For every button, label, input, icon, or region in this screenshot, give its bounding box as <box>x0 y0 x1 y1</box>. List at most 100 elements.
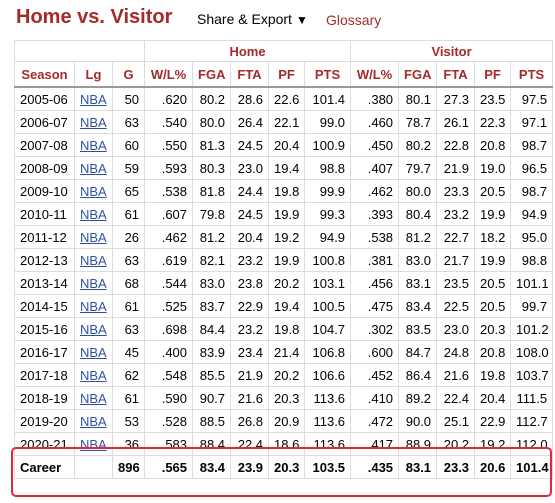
stat-cell: 20.5 <box>474 179 512 203</box>
stat-cell: 60 <box>111 133 146 157</box>
league-cell <box>74 455 113 479</box>
stat-cell: 88.5 <box>192 409 232 433</box>
glossary-link[interactable]: Glossary <box>326 12 382 28</box>
season-cell: 2019-20 <box>14 409 75 433</box>
column-header[interactable]: FTA <box>230 61 270 88</box>
stat-cell: 22.9 <box>474 409 512 433</box>
stat-cell: 26.4 <box>230 110 270 134</box>
league-cell: NBA <box>74 202 113 226</box>
league-link[interactable]: NBA <box>80 275 107 291</box>
league-link[interactable]: NBA <box>80 183 107 199</box>
home-vs-visitor-table: Home Visitor Season Lg G W/L% FGA FTA PF PTS W/L… <box>13 40 554 479</box>
column-header[interactable]: W/L% <box>144 61 194 88</box>
stat-cell: .540 <box>144 110 194 134</box>
stat-cell: 19.2 <box>268 225 306 249</box>
column-header[interactable]: FGA <box>398 61 438 88</box>
stat-cell: 94.9 <box>510 202 554 226</box>
stat-cell: 63 <box>111 110 146 134</box>
stat-cell: 108.0 <box>510 340 554 364</box>
league-link[interactable]: NBA <box>80 344 107 360</box>
league-cell: NBA <box>74 340 113 364</box>
stat-cell: 21.9 <box>436 156 476 180</box>
stat-cell: 98.8 <box>510 248 554 272</box>
table-row: 2015-16 NBA 63.698 84.4 23.2 19.8 104.7.302 83.… <box>14 317 554 341</box>
stat-cell: 83.7 <box>192 294 232 318</box>
stat-cell: 22.1 <box>268 110 306 134</box>
stat-cell: 101.2 <box>510 317 554 341</box>
season-cell: 2014-15 <box>14 294 75 318</box>
stat-cell: .302 <box>350 317 400 341</box>
league-link[interactable]: NBA <box>80 413 107 429</box>
stat-cell: 23.3 <box>436 455 476 479</box>
stat-cell: 103.1 <box>304 271 352 295</box>
group-home: Home <box>144 40 352 62</box>
column-header[interactable]: G <box>111 61 146 88</box>
stat-cell: 20.8 <box>474 133 512 157</box>
stat-cell: 22.9 <box>230 294 270 318</box>
stat-cell: 20.5 <box>474 294 512 318</box>
stat-cell: 100.8 <box>304 248 352 272</box>
stat-cell: 81.2 <box>192 225 232 249</box>
stat-cell: 98.8 <box>304 156 352 180</box>
table-row: 2010-11 NBA 61.607 79.8 24.5 19.9 99.3.393 80.4… <box>14 202 554 226</box>
stat-cell: 83.1 <box>398 455 438 479</box>
league-link[interactable]: NBA <box>80 298 107 314</box>
stat-cell: 19.8 <box>268 179 306 203</box>
column-header[interactable]: PF <box>268 61 306 88</box>
league-link[interactable]: NBA <box>80 229 107 245</box>
group-spacer <box>13 40 146 62</box>
stat-cell: 90.0 <box>398 409 438 433</box>
league-link[interactable]: NBA <box>80 137 107 153</box>
league-link[interactable]: NBA <box>80 390 107 406</box>
stat-cell: 20.5 <box>474 271 512 295</box>
stat-cell: 19.2 <box>474 432 512 456</box>
league-link[interactable]: NBA <box>80 206 107 222</box>
stat-cell: .452 <box>350 363 400 387</box>
league-link[interactable]: NBA <box>80 252 107 268</box>
stat-cell: 61 <box>111 386 146 410</box>
league-cell: NBA <box>74 86 113 111</box>
stat-cell: 18.2 <box>474 225 512 249</box>
league-link[interactable]: NBA <box>80 436 107 452</box>
stat-cell: .565 <box>144 455 194 479</box>
stat-cell: 111.5 <box>510 386 554 410</box>
column-header[interactable]: PF <box>474 61 512 88</box>
league-link[interactable]: NBA <box>80 367 107 383</box>
stat-cell: .400 <box>144 340 194 364</box>
league-link[interactable]: NBA <box>80 321 107 337</box>
column-header[interactable]: FTA <box>436 61 476 88</box>
table-row: 2016-17 NBA 45.400 83.9 23.4 21.4 106.8.600 84.… <box>14 340 554 364</box>
stat-cell: 113.6 <box>304 409 352 433</box>
career-label: Career <box>14 455 75 479</box>
stat-cell: 26 <box>111 225 146 249</box>
stat-cell: 21.7 <box>436 248 476 272</box>
league-link[interactable]: NBA <box>80 114 107 130</box>
column-header[interactable]: Lg <box>74 61 113 88</box>
share-export-menu[interactable]: Share & Export ▼ <box>197 11 308 27</box>
league-cell: NBA <box>74 179 113 203</box>
stat-cell: 22.7 <box>436 225 476 249</box>
league-link[interactable]: NBA <box>80 91 107 107</box>
stat-cell: 83.0 <box>192 271 232 295</box>
league-link[interactable]: NBA <box>80 160 107 176</box>
stat-cell: 19.0 <box>474 156 512 180</box>
stat-cell: 79.7 <box>398 156 438 180</box>
stat-cell: .456 <box>350 271 400 295</box>
stat-cell: 86.4 <box>398 363 438 387</box>
column-header[interactable]: PTS <box>304 61 352 88</box>
stat-cell: 19.9 <box>268 202 306 226</box>
stat-cell: 23.2 <box>230 248 270 272</box>
stat-cell: 83.5 <box>398 317 438 341</box>
column-header[interactable]: FGA <box>192 61 232 88</box>
stat-cell: 23.0 <box>230 156 270 180</box>
column-header[interactable]: Season <box>14 61 75 88</box>
column-header[interactable]: PTS <box>510 61 554 88</box>
stat-cell: .393 <box>350 202 400 226</box>
column-header[interactable]: W/L% <box>350 61 400 88</box>
season-cell: 2009-10 <box>14 179 75 203</box>
table-row: 2008-09 NBA 59.593 80.3 23.0 19.4 98.8.407 79.7… <box>14 156 554 180</box>
stat-cell: 20.4 <box>268 133 306 157</box>
stat-cell: 24.4 <box>230 179 270 203</box>
table-row: 2018-19 NBA 61.590 90.7 21.6 20.3 113.6.410 89.… <box>14 386 554 410</box>
table-row: 2012-13 NBA 63.619 82.1 23.2 19.9 100.8.381 83.… <box>14 248 554 272</box>
